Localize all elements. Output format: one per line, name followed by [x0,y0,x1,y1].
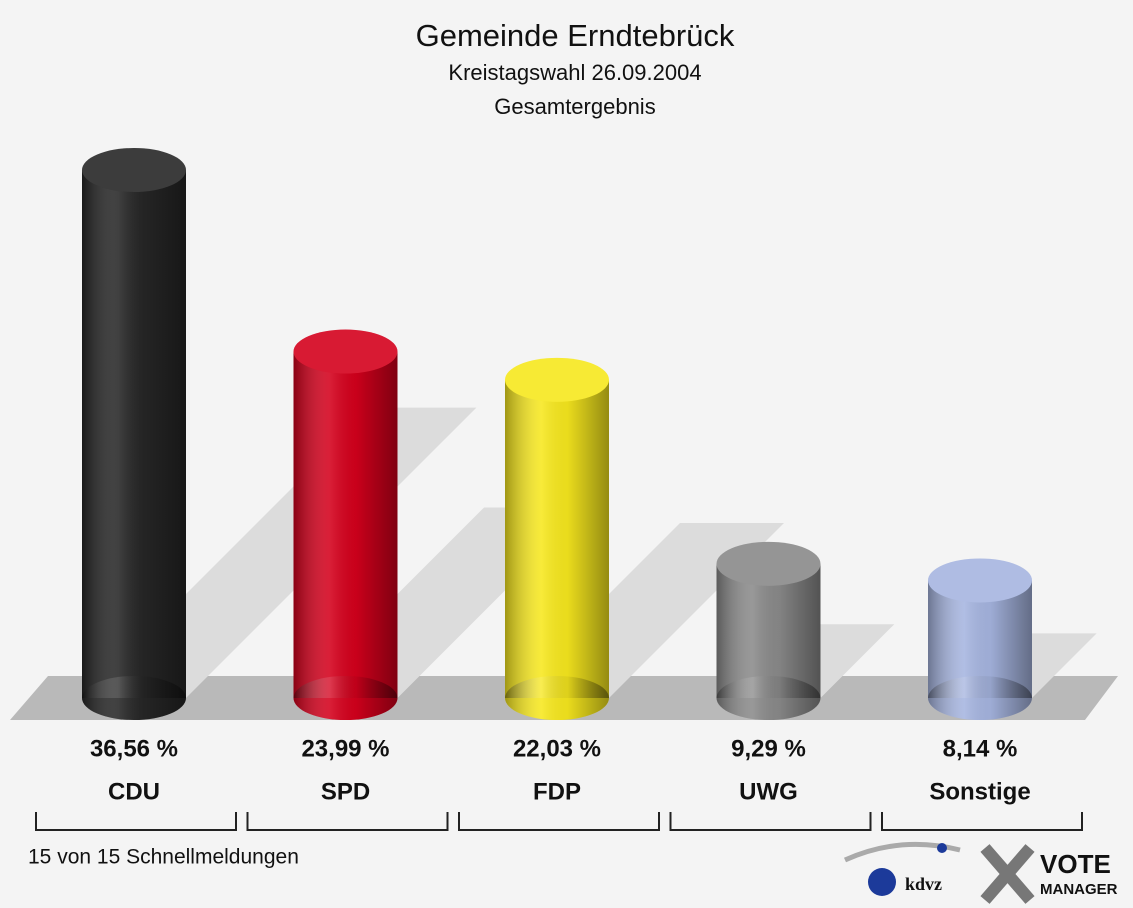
bar-top-light [82,148,186,192]
bar-top-light [293,329,398,374]
category-bracket [246,812,449,831]
bar-top-light [505,357,609,402]
logo-text: kdvz [905,874,942,894]
bar-top [82,148,186,192]
logo-ball [868,868,896,896]
value-label: 22,03 % [513,735,601,762]
category-bracket [669,812,872,831]
value-label: 8,14 % [943,735,1018,762]
bar-shade [293,351,398,698]
category-bracket [458,812,660,831]
value-label: 23,99 % [301,735,389,762]
chart-title: Gemeinde Erndtebrück [416,18,735,53]
bar-top [505,357,609,402]
bar-shade [82,170,186,698]
x-tick-label: Sonstige [929,778,1030,805]
logo: kdvz VOTE MANAGER [843,841,1118,904]
logo-cross [980,844,1035,904]
x-tick-label: SPD [321,778,370,805]
bar-top-light [928,558,1032,603]
chart-subtitle: Kreistagswahl 26.09.2004 [448,60,701,85]
category-bracket [35,812,237,831]
bar-top [293,329,398,374]
logo-ball [937,843,947,853]
value-label: 36,56 % [90,735,178,762]
bar-shade [716,563,821,698]
x-tick-label: UWG [739,778,798,805]
category-bracket [881,812,1083,831]
bar-top [716,541,821,586]
logo-text: MANAGER [1040,881,1118,898]
x-tick-label: CDU [108,778,160,805]
bar-top-light [716,541,821,586]
chart-subtitle: Gesamtergebnis [494,94,655,119]
bar-shade [505,379,609,698]
logo-text: VOTE [1040,849,1111,879]
value-label: 9,29 % [731,735,806,762]
footnote: 15 von 15 Schnellmeldungen [28,846,299,869]
bar-top [928,558,1032,603]
logo-swoosh [843,841,961,863]
x-tick-label: FDP [533,778,581,805]
